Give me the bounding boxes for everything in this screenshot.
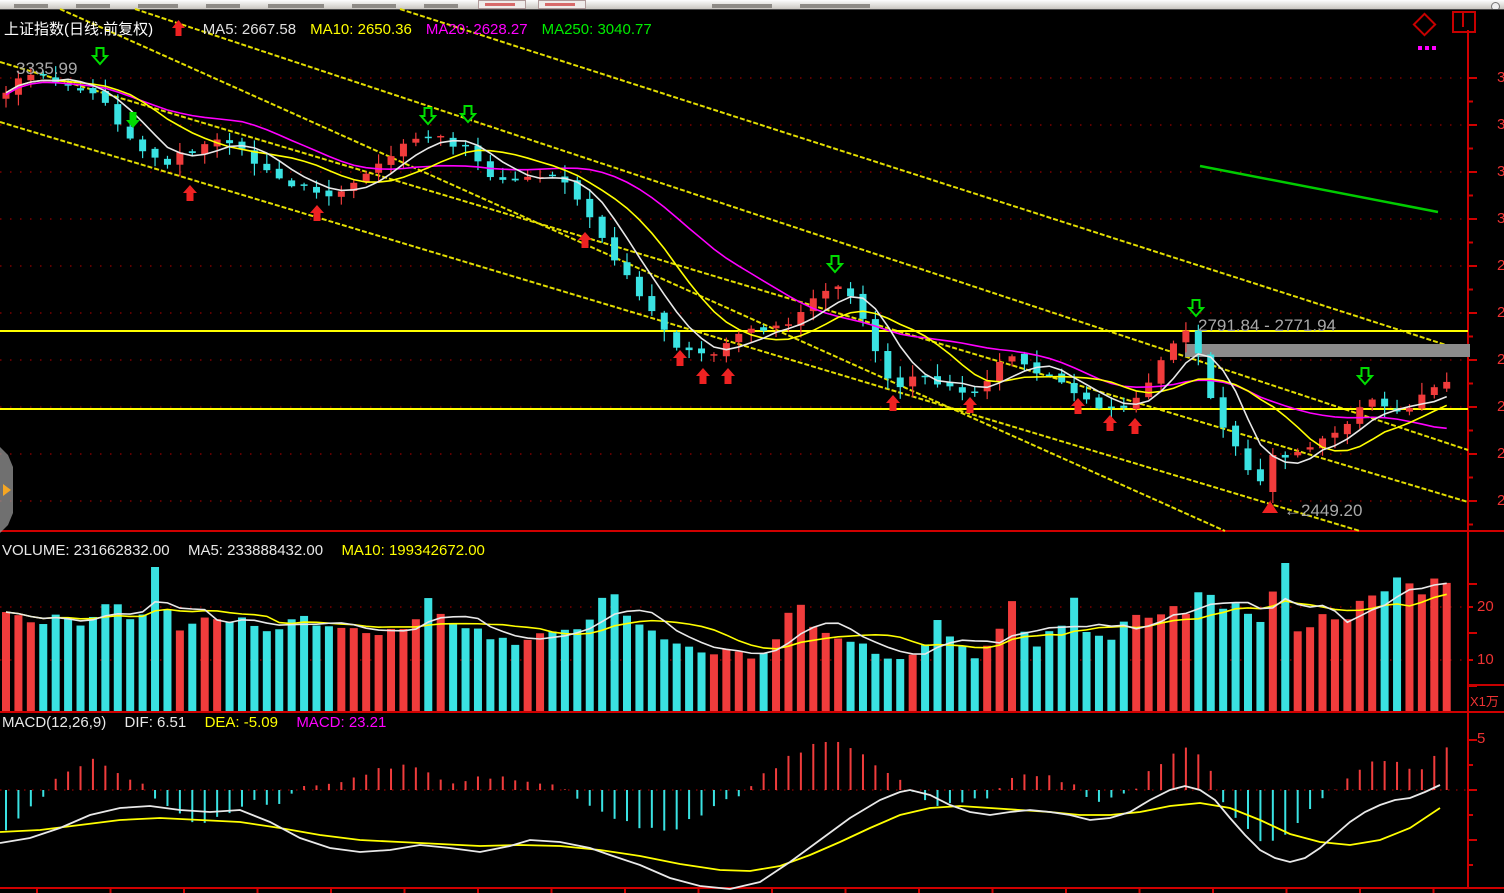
- main-axis-partial-label: 3: [1497, 163, 1504, 180]
- toolbar-quote-box[interactable]: [478, 0, 526, 9]
- high-price-label: 3335.99: [16, 59, 78, 78]
- toolbar-item-cutoff[interactable]: [424, 4, 458, 8]
- volume-ma10-line: [5, 593, 1447, 650]
- toolbar-item-cutoff[interactable]: [76, 4, 110, 8]
- macd-dea-line: [0, 802, 1441, 872]
- macd-dif-line: [0, 784, 1441, 890]
- ma-value-label: MA5: 2667.58: [202, 21, 297, 38]
- toolbar-item-cutoff[interactable]: [138, 4, 178, 8]
- signal-arrows-layer: [90, 47, 1375, 434]
- toolbar-item-cutoff[interactable]: [14, 4, 48, 8]
- ma-values: MA5: 2667.58 MA10: 2650.36 MA20: 2628.27 MA…: [189, 21, 652, 38]
- main-axis-partial-label: 3: [1497, 210, 1504, 227]
- macd-histogram-layer: [5, 741, 1448, 842]
- main-axis-partial-label: 2: [1497, 257, 1504, 274]
- volume-ma5-line: [5, 582, 1447, 655]
- volume-title-row: VOLUME: 231662832.00 MA5: 233888432.00 M…: [2, 543, 485, 558]
- axis-layer: [0, 30, 1504, 893]
- toolbar-item-cutoff[interactable]: [206, 4, 240, 8]
- range-price-label: 2791.84 - 2771.94: [1198, 316, 1337, 335]
- split-window-icon[interactable]: [1452, 11, 1476, 33]
- macd-title-row: MACD(12,26,9) DIF: 6.51 DEA: -5.09 MACD:…: [2, 715, 386, 730]
- macd-dea-label: DEA: -5.09: [204, 714, 278, 731]
- toolbar-item-cutoff[interactable]: [352, 4, 396, 8]
- top-toolbar: [0, 0, 1504, 10]
- candlesticks-layer: [2, 66, 1451, 503]
- toolbar-item-cutoff[interactable]: [800, 4, 870, 8]
- toolbar-item-cutoff[interactable]: [712, 4, 772, 8]
- volume-ma10-label: MA10: 199342672.00: [341, 542, 485, 559]
- range-bar-layer: [1185, 344, 1470, 357]
- toolbar-search-icon[interactable]: [1491, 2, 1500, 9]
- low-marker-triangle: [1262, 501, 1278, 513]
- volume-unit-label: X1万: [1468, 684, 1504, 710]
- main-axis-partial-label: 3: [1497, 116, 1504, 133]
- low-price-label: ←2449.20: [1284, 501, 1363, 520]
- main-axis-partial-label: 2: [1497, 398, 1504, 415]
- main-axis-partial-label: 2: [1497, 445, 1504, 462]
- volume-bars-layer: [2, 563, 1451, 711]
- volume-ma5-label: MA5: 233888432.00: [187, 542, 324, 559]
- macd-value-label: MACD: 23.21: [296, 714, 387, 731]
- macd-dif-label: DIF: 6.51: [124, 714, 187, 731]
- main-axis-partial-label: 2: [1497, 492, 1504, 509]
- instrument-title: 上证指数(日线.前复权): [4, 21, 154, 38]
- more-options-dots-icon[interactable]: [1418, 38, 1439, 54]
- ma-value-label: MA10: 2650.36: [310, 21, 412, 38]
- macd-axis-label-5: 5: [1477, 730, 1486, 747]
- ma5-line: [5, 78, 1448, 465]
- ma10-line: [5, 79, 1448, 452]
- volume-axis-label-20: 20: [1477, 598, 1494, 615]
- main-axis-partial-label: 2: [1497, 351, 1504, 368]
- ma-value-label: MA20: 2628.27: [425, 21, 528, 38]
- toolbar-quote-box[interactable]: [538, 0, 586, 9]
- toolbar-item-cutoff[interactable]: [268, 4, 324, 8]
- price-up-arrow-icon: [171, 20, 189, 40]
- macd-params-label: MACD(12,26,9): [2, 714, 107, 731]
- ma250-layer: [1199, 164, 1439, 214]
- left-panel-expander[interactable]: [0, 447, 13, 533]
- main-axis-partial-label: 3: [1497, 69, 1504, 86]
- main-title-row: 上证指数(日线.前复权) MA5: 2667.58 MA10: 2650.36 MA…: [4, 20, 652, 39]
- ma20-line: [5, 81, 1447, 430]
- ma-value-label: MA250: 3040.77: [541, 21, 652, 38]
- main-axis-partial-label: 2: [1497, 304, 1504, 321]
- expand-play-icon: [3, 484, 11, 496]
- volume-axis-label-10: 10: [1477, 651, 1494, 668]
- volume-value-label: VOLUME: 231662832.00: [2, 542, 170, 559]
